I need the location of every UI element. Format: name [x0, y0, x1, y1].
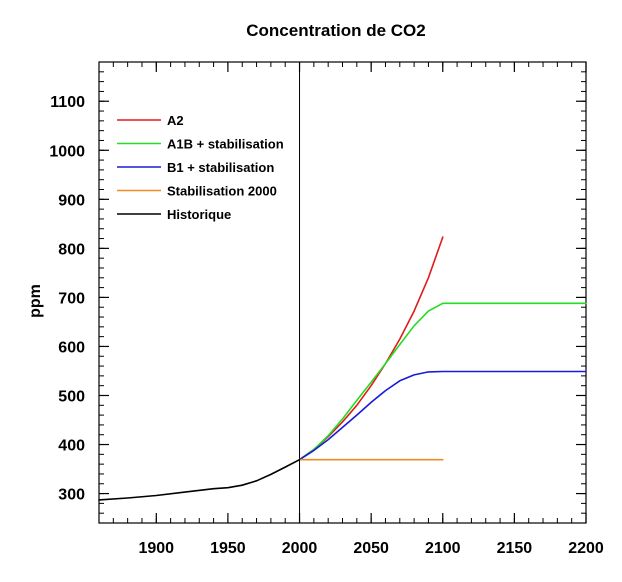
- series-line-a1b-stabilisation: [298, 302, 587, 461]
- x-tick-label: 2000: [282, 540, 318, 557]
- y-tick-label: 900: [58, 192, 85, 209]
- y-tick-label: 1100: [50, 94, 85, 111]
- legend: A2 A1B + stabilisation B1 + stabilisation S…: [117, 113, 284, 222]
- y-tick-label: 700: [58, 290, 85, 307]
- y-tick-label: 300: [58, 487, 85, 504]
- series-line-b1-stabilisation: [298, 370, 587, 461]
- x-tick-label: 2100: [425, 540, 461, 557]
- legend-label-b1-stabilisation: B1 + stabilisation: [167, 160, 274, 175]
- y-tick-label: 1000: [49, 143, 85, 160]
- series-line-a2: [298, 236, 444, 461]
- series-line-historique: [98, 458, 301, 501]
- chart-title: Concentration de CO2: [246, 21, 425, 40]
- y-tick-label: 400: [58, 438, 85, 455]
- y-axis-label: ppm: [27, 284, 44, 318]
- x-tick-label: 1900: [138, 540, 174, 557]
- plot-area: [98, 61, 587, 524]
- axis-ticks: 1900 1950 2000 2050 2100 2150 2200 300 400 500 600…: [49, 61, 604, 557]
- legend-label-a2: A2: [167, 113, 184, 128]
- legend-label-a1b-stabilisation: A1B + stabilisation: [167, 137, 284, 152]
- y-tick-label: 800: [58, 241, 85, 258]
- x-tick-label: 1950: [210, 540, 246, 557]
- x-tick-label: 2050: [353, 540, 389, 557]
- y-tick-label: 600: [58, 339, 85, 356]
- x-tick-label: 2200: [568, 540, 604, 557]
- y-tick-label: 500: [58, 388, 85, 405]
- series-layer: [98, 236, 587, 501]
- legend-label-stabilisation-2000: Stabilisation 2000: [167, 184, 277, 199]
- plot-frame: [98, 61, 587, 524]
- x-tick-label: 2150: [497, 540, 533, 557]
- legend-label-historique: Historique: [167, 207, 231, 222]
